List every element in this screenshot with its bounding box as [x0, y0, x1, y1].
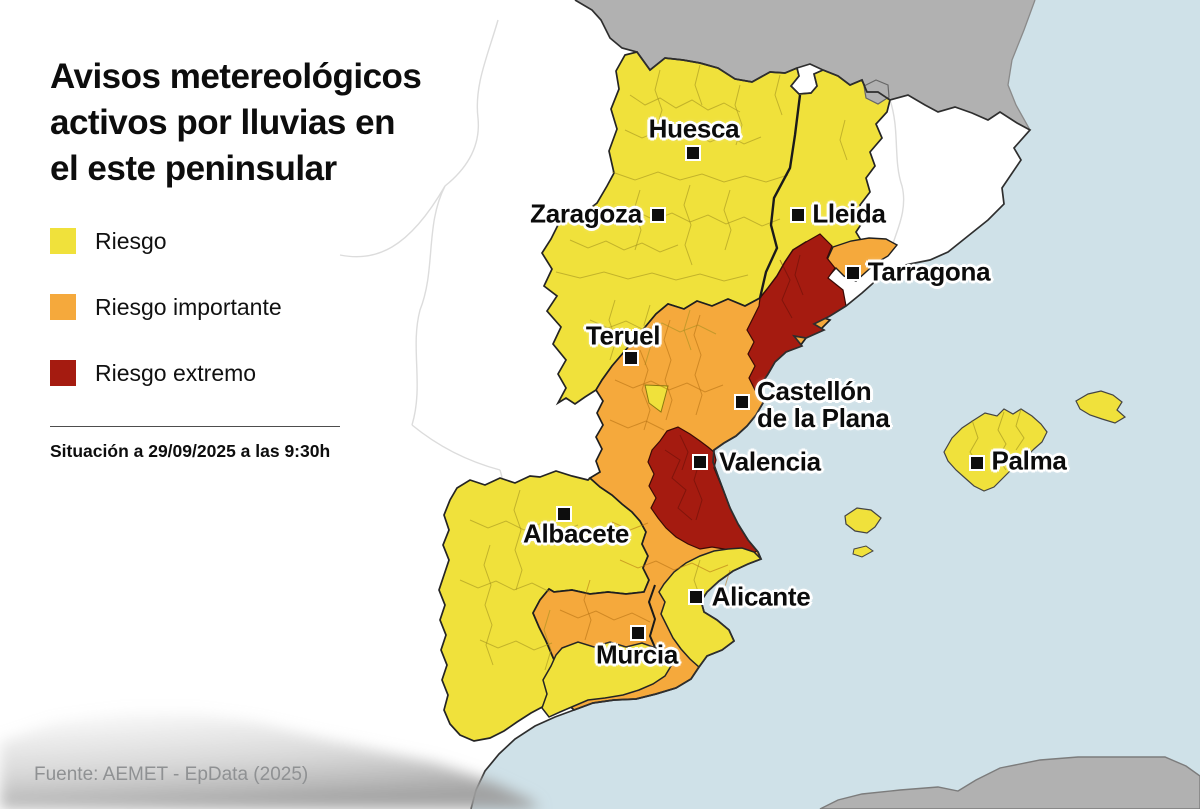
alicante-label: Alicante — [711, 581, 811, 612]
zaragoza-label: Zaragoza — [530, 198, 642, 229]
divider — [50, 426, 340, 427]
balearic-islands — [844, 390, 1127, 558]
albacete-marker — [558, 508, 570, 520]
castellon-marker — [736, 396, 748, 408]
risk-swatch — [50, 228, 76, 254]
risk-important-swatch — [50, 294, 76, 320]
huesca-label: Huesca — [648, 113, 740, 144]
teruel-label: Teruel — [585, 320, 661, 351]
tarragona-marker — [847, 267, 859, 279]
situation-timestamp: Situación a 29/09/2025 a las 9:30h — [50, 441, 331, 461]
tarragona-label: Tarragona — [867, 256, 991, 287]
title-line3: el este peninsular — [50, 149, 337, 188]
teruel-marker — [625, 352, 637, 364]
valencia-label: Valencia — [719, 446, 821, 477]
menorca — [1075, 390, 1127, 424]
relief-shading — [0, 712, 540, 809]
ibiza — [844, 507, 882, 534]
alicante-marker — [690, 591, 702, 603]
comarca-borders-red — [664, 254, 804, 521]
castellon-label: Castellón de la Plana — [757, 378, 890, 432]
legend-row-risk-important: Riesgo importante — [50, 294, 470, 320]
albacete-label: Albacete — [523, 518, 629, 549]
info-panel: Avisos metereológicos activos por lluvia… — [50, 54, 470, 462]
spain-coastline — [470, 0, 1032, 809]
comarca-borders-orange — [559, 314, 732, 641]
africa-coast — [819, 756, 1200, 809]
murcia-label: Murcia — [595, 639, 679, 670]
castellon-label-line1: Castellón — [757, 376, 872, 406]
palma-marker — [971, 457, 983, 469]
source-credit: Fuente: AEMET - EpData (2025) — [34, 764, 309, 785]
warning-region-murcia-south-yellow — [541, 641, 672, 718]
title-line2: activos por lluvias en — [50, 103, 395, 142]
comarca-borders-yellow — [459, 64, 848, 671]
risk-important-label: Riesgo importante — [95, 293, 282, 320]
community-borders — [647, 94, 802, 667]
murcia-marker — [632, 627, 644, 639]
risk-extreme-swatch — [50, 360, 76, 386]
lleida-marker — [792, 209, 804, 221]
legend-row-risk: Riesgo — [50, 228, 470, 254]
formentera — [852, 545, 874, 558]
huesca-marker — [687, 147, 699, 159]
castellon-label-line2: de la Plana — [757, 403, 890, 433]
val-daran-border — [790, 67, 824, 95]
risk-label: Riesgo — [95, 227, 167, 254]
france-coastline — [1007, 0, 1036, 131]
title-line1: Avisos metereológicos — [50, 57, 422, 96]
legend-row-risk-extreme: Riesgo extremo — [50, 360, 470, 386]
risk-extreme-label: Riesgo extremo — [95, 359, 257, 386]
valencia-marker — [694, 456, 706, 468]
palma-label: Palma — [991, 445, 1067, 476]
page-title: Avisos metereológicos activos por lluvia… — [50, 54, 470, 192]
zaragoza-marker — [652, 209, 664, 221]
legend: Riesgo Riesgo importante Riesgo extremo — [50, 228, 470, 386]
mallorca — [943, 408, 1048, 492]
lleida-label: Lleida — [812, 198, 886, 229]
